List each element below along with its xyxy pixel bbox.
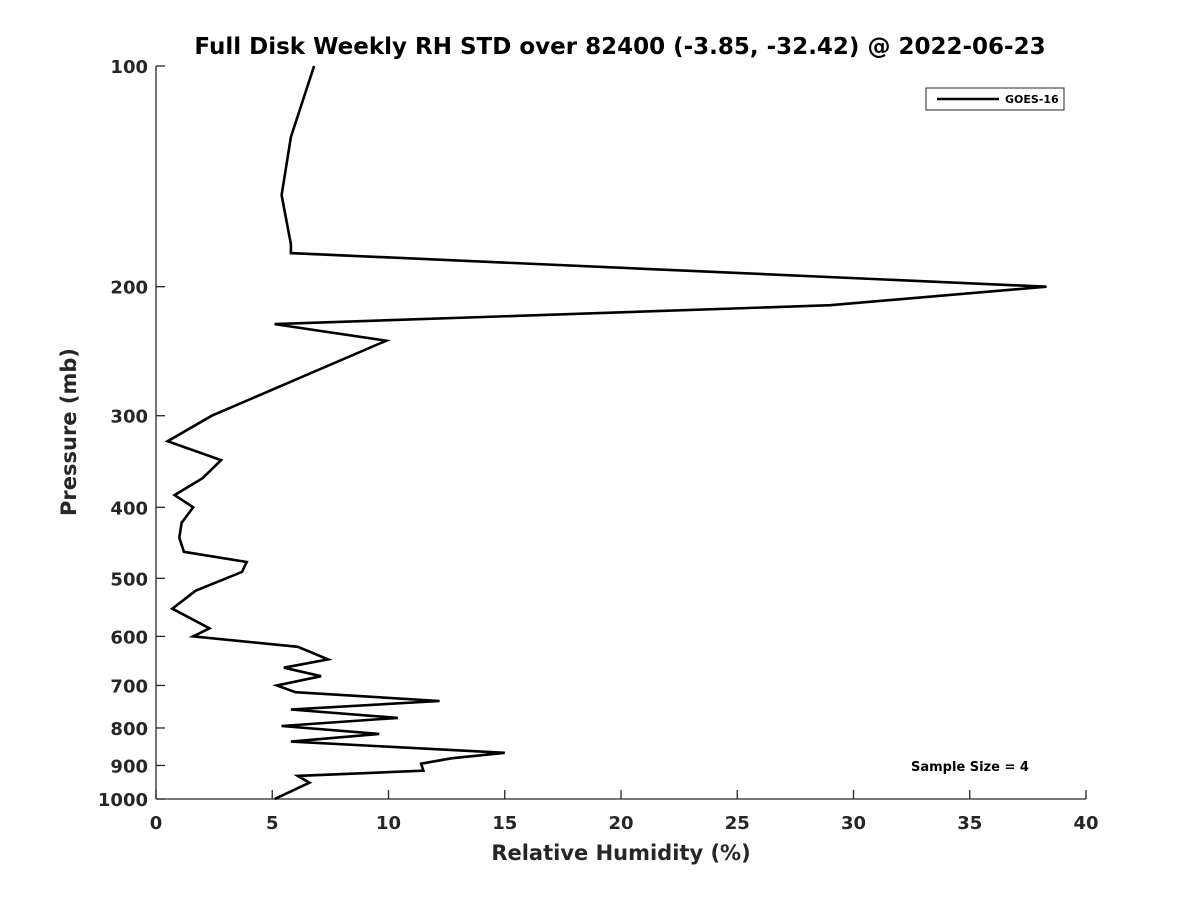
x-tick-label: 5 — [266, 813, 279, 834]
x-tick-label: 25 — [725, 813, 750, 834]
x-tick-label: 20 — [608, 813, 633, 834]
x-tick-label: 0 — [150, 813, 163, 834]
y-tick-label: 1000 — [98, 790, 148, 811]
chart-title: Full Disk Weekly RH STD over 82400 (-3.8… — [194, 34, 1045, 60]
sample-size-annotation: Sample Size = 4 — [911, 760, 1029, 775]
legend-entry-goes-16: GOES-16 — [1005, 93, 1059, 106]
y-axis-label: Pressure (mb) — [57, 348, 81, 516]
y-tick-label: 100 — [110, 57, 148, 78]
x-tick-label: 10 — [376, 813, 401, 834]
y-tick-label: 300 — [110, 407, 148, 428]
y-tick-label: 600 — [110, 627, 148, 648]
x-axis-ticks: 0 5 10 15 20 25 30 35 40 — [150, 790, 1099, 834]
x-axis-label: Relative Humidity (%) — [491, 841, 750, 865]
y-tick-label: 800 — [110, 719, 148, 740]
y-tick-label: 200 — [110, 278, 148, 299]
y-tick-label: 700 — [110, 676, 148, 697]
x-tick-label: 35 — [957, 813, 982, 834]
x-tick-label: 40 — [1073, 813, 1098, 834]
legend: GOES-16 — [925, 87, 1065, 111]
plot-area — [156, 66, 1086, 799]
y-tick-label: 400 — [110, 498, 148, 519]
series-line-0 — [164, 65, 1047, 801]
x-tick-label: 15 — [492, 813, 517, 834]
x-tick-label: 30 — [841, 813, 866, 834]
series-layer — [164, 65, 1047, 801]
y-tick-label: 500 — [110, 569, 148, 590]
y-axis-ticks: 100 200 300 400 500 600 700 800 900 1000 — [98, 57, 165, 811]
y-tick-label: 900 — [110, 756, 148, 777]
